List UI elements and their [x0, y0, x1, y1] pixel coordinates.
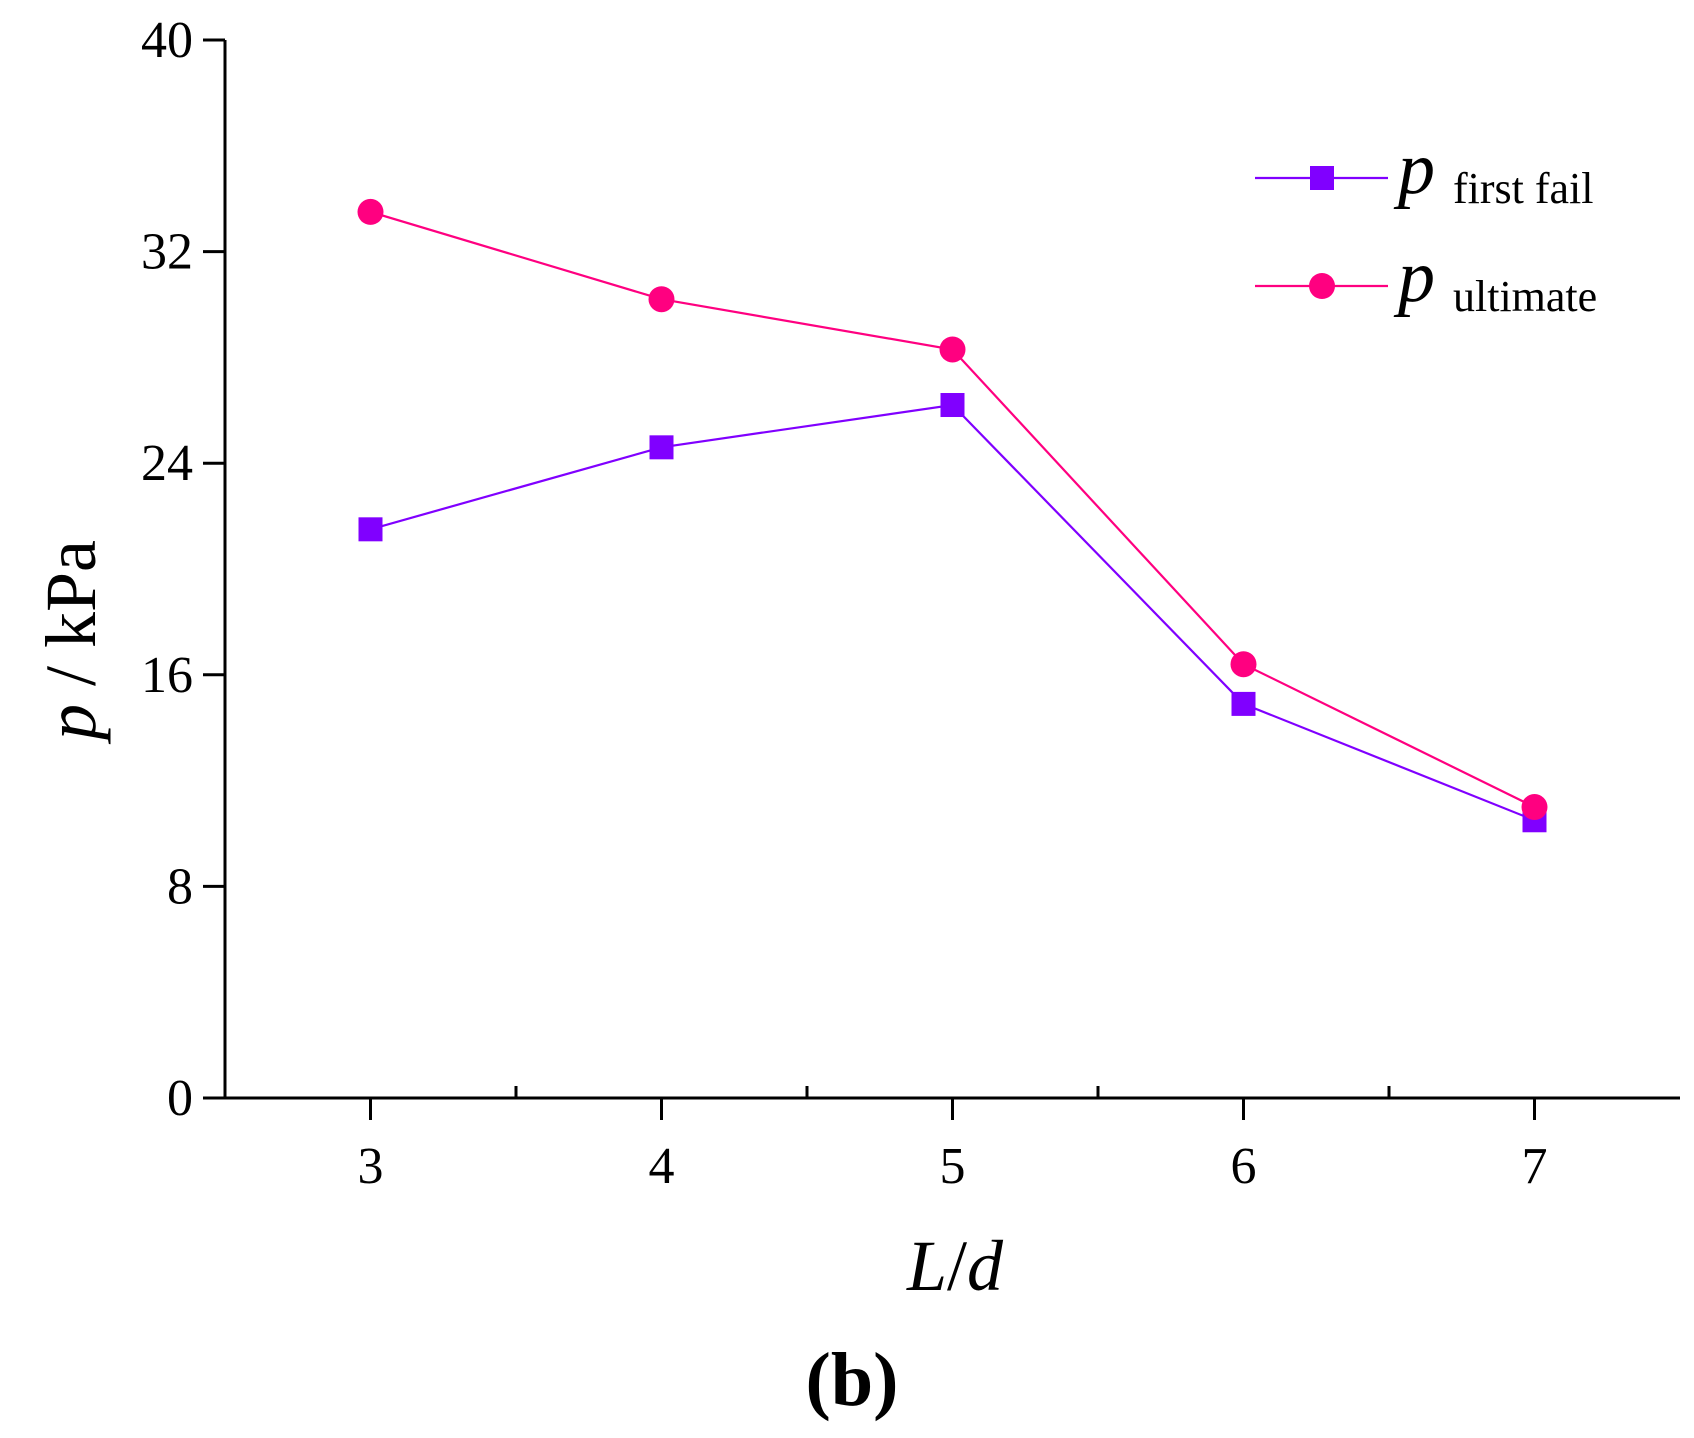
y-tick-label: 16 [141, 647, 193, 704]
ticks: 0 8 16 24 32 40 3 4 5 6 7 [141, 12, 1548, 1195]
y-tick-label: 40 [141, 12, 193, 69]
x-tick-label: 4 [649, 1138, 675, 1195]
legend-label-sub: ultimate [1453, 272, 1597, 321]
data-point-circle [1521, 794, 1548, 821]
data-point-square [649, 435, 674, 460]
data-point-circle [1230, 651, 1257, 678]
x-axis-title-italic-l: L [906, 1226, 947, 1306]
y-axis-title: p / kPa [31, 540, 111, 745]
y-tick-label: 24 [141, 435, 193, 492]
x-axis-title-slash: / [947, 1226, 967, 1306]
data-point-square [358, 517, 383, 542]
legend-marker-square [1310, 166, 1334, 190]
y-tick-label: 32 [141, 224, 193, 281]
x-axis-title: L/d [906, 1226, 1004, 1306]
data-point-circle [648, 286, 675, 313]
x-tick-label: 3 [358, 1138, 384, 1195]
series-line-2 [370, 210, 1535, 808]
series-line-1 [370, 403, 1535, 822]
y-axis-title-rest: / kPa [31, 540, 111, 704]
legend-marker-circle [1309, 273, 1335, 299]
x-tick-label: 7 [1522, 1138, 1548, 1195]
series [357, 198, 1548, 833]
x-tick-label: 5 [940, 1138, 966, 1195]
x-tick-label: 6 [1231, 1138, 1257, 1195]
y-tick-label: 8 [167, 858, 193, 915]
legend-label-main: p [1393, 236, 1435, 318]
x-axis-title-italic-d: d [967, 1226, 1004, 1306]
y-axis-title-italic: p [31, 704, 111, 745]
data-point-circle [939, 336, 966, 363]
legend-label: p ultimate [1393, 236, 1597, 321]
data-point-square [940, 393, 965, 418]
legend-label-main: p [1393, 128, 1435, 210]
legend: p first fail p ultimate [1255, 128, 1597, 321]
legend-label: p first fail [1393, 128, 1594, 213]
legend-label-sub: first fail [1453, 164, 1594, 213]
data-point-circle [357, 198, 384, 225]
y-tick-label: 0 [167, 1070, 193, 1127]
panel-label: (b) [806, 1338, 899, 1422]
data-point-square [1231, 691, 1256, 716]
